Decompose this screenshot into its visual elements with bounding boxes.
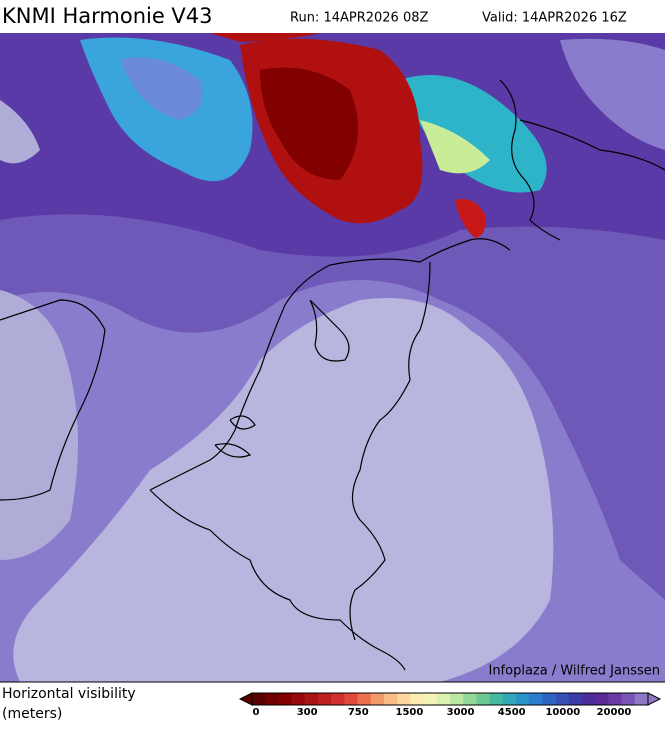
colorbar-segment [370,693,385,705]
colorbar-segment [582,693,596,705]
colorbar-arrow [238,692,253,706]
valid-time: Valid: 14APR2026 16Z [482,11,627,26]
colorbar-segment [291,693,306,705]
colorbar-segment [357,693,372,705]
land-high-visibility [0,100,40,164]
colorbar-tick-label: 10000 [545,707,580,718]
low-visibility-area [420,120,490,174]
fog-area [210,33,320,42]
colorbar-tick-label: 0 [253,707,260,718]
legend-label: (meters) [2,706,62,722]
colorbar-outline [251,692,649,706]
coastlines [0,79,665,671]
low-visibility-area [400,75,547,193]
map-credit: Infoplaza / Wilfred Janssen [488,664,660,679]
land-high-visibility [560,38,665,150]
colorbar-segment [384,693,398,705]
colorbar-segment [529,693,543,705]
colorbar-segment [621,693,636,705]
colorbar-segment [608,693,622,705]
colorbar-segment [278,693,292,705]
colorbar-tick-label: 1500 [396,707,424,718]
colorbar-segment [423,693,438,705]
colorbar-segment [252,693,266,705]
colorbar-segment [489,693,504,705]
colorbar-segment [318,693,332,705]
land-high-visibility [13,298,554,682]
colorbar-tick-label: 750 [348,707,369,718]
colorbar-segment [516,693,530,705]
colorbar-tick-label: 300 [297,707,318,718]
legend-label: Horizontal visibility [2,686,136,702]
colorbar-segment [634,693,649,705]
map: Infoplaza / Wilfred Janssen [0,33,665,682]
colorbar-tick-label: 20000 [597,707,632,718]
low-visibility-area [120,57,203,120]
fog-area [455,199,486,238]
land-high-visibility [0,290,78,560]
colorbar-segment [436,693,451,705]
colorbar: 0 300 750 1500 3000 4500 10000 20000 [238,692,662,718]
colorbar-segment [450,693,464,705]
fog-area [260,67,358,180]
colorbar-segment [410,693,424,705]
run-time: Run: 14APR2026 08Z [290,11,429,26]
colorbar-segment [344,693,358,705]
colorbar-segment [463,693,477,705]
colorbar-segment [397,693,411,705]
colorbar-segment [304,693,319,705]
colorbar-arrow [647,692,662,706]
colorbar-segment [595,693,609,705]
colorbar-tick-label: 4500 [498,707,526,718]
colorbar-segment [476,693,490,705]
colorbar-segment [555,693,570,705]
colorbar-segment [331,693,345,705]
colorbar-segment [568,693,583,705]
colorbar-segment [542,693,556,705]
colorbar-segment [265,693,279,705]
title: KNMI Harmonie V43 [2,4,213,28]
colorbar-segment [502,693,517,705]
colorbar-tick-label: 3000 [447,707,475,718]
